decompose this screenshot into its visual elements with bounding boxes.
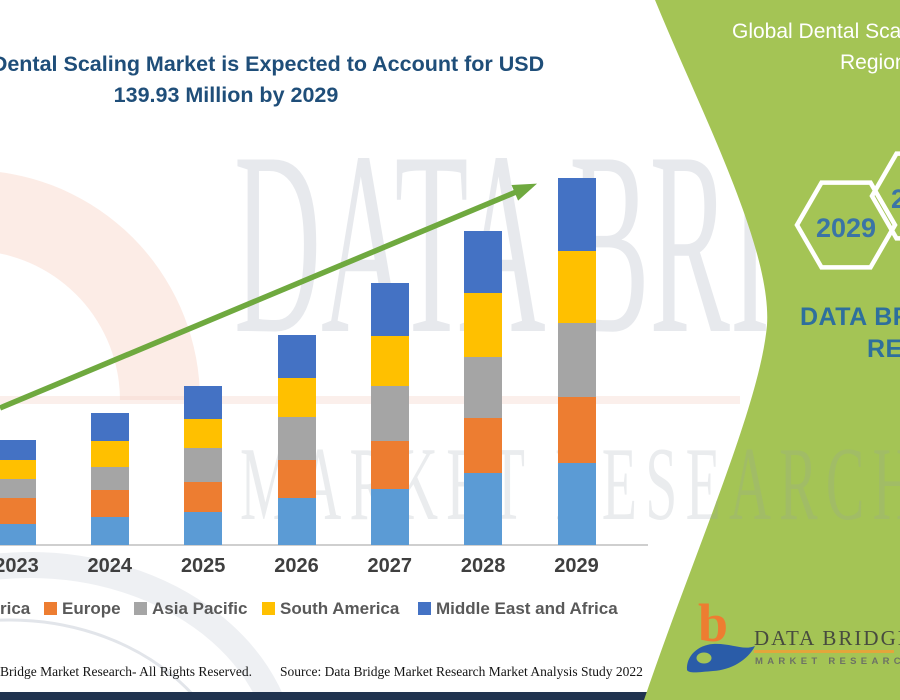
data-bridge-logo: b DATA BRIDGE MARKET RESEARCH xyxy=(686,596,900,684)
panel-heading: Global Dental Scaling Region xyxy=(732,16,900,78)
legend-label-asia-pacific: Asia Pacific xyxy=(152,599,248,618)
chart-legend: rica Europe Asia Pacific South America Middl… xyxy=(0,598,660,622)
hexagon-2022-partial xyxy=(869,151,900,241)
trend-arrow-line xyxy=(0,189,518,411)
logo-brand-text: DATA BRIDGE xyxy=(754,626,900,650)
watermark-pink-stripe xyxy=(0,396,740,404)
panel-brand-line2: RESEARCH xyxy=(867,335,900,363)
legend-swatch-europe xyxy=(44,602,57,615)
hexagon-2029 xyxy=(794,180,898,270)
legend-label-south-america: South America xyxy=(280,599,400,618)
panel-brand-line1: DATA BRIDGE xyxy=(800,303,900,331)
watermark-gray-arc xyxy=(0,618,200,700)
legend-label-rica: rica xyxy=(0,599,31,618)
panel-heading-line2: Region xyxy=(840,51,900,74)
legend-label-middle-east-and-africa: Middle East and Africa xyxy=(436,599,618,618)
chart-title-line1: Dental Scaling Market is Expected to Acc… xyxy=(0,52,545,76)
hexagon-2029-label: 2029 xyxy=(816,213,876,243)
chart-title-line2: 139.93 Million by 2029 xyxy=(113,83,339,107)
chart-title: Dental Scaling Market is Expected to Acc… xyxy=(0,49,552,111)
logo-tagline-text: MARKET RESEARCH xyxy=(755,656,900,667)
legend-label-europe: Europe xyxy=(62,599,121,618)
logo-b-icon: b xyxy=(698,593,729,653)
copyright-text: Bridge Market Research- All Rights Reser… xyxy=(0,664,252,679)
legend-swatch-middle-east-and-africa xyxy=(418,602,431,615)
legend-swatch-asia-pacific xyxy=(134,602,147,615)
source-text: Source: Data Bridge Market Research Mark… xyxy=(280,664,643,679)
logo-underline xyxy=(754,650,894,653)
bottom-accent-bar xyxy=(0,692,652,700)
trend-arrow-head xyxy=(511,183,537,201)
legend-swatch-south-america xyxy=(262,602,275,615)
green-panel-shape xyxy=(644,0,900,700)
hexagon-2022-label: 2022 xyxy=(891,184,900,214)
panel-heading-line1: Global Dental Scaling xyxy=(732,20,900,43)
watermark-gray-swoosh xyxy=(0,552,286,700)
logo-swoosh-icon xyxy=(686,643,755,673)
x-axis-line xyxy=(0,544,648,546)
